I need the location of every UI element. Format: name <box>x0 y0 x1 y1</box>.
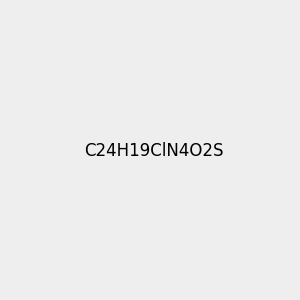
Text: C24H19ClN4O2S: C24H19ClN4O2S <box>84 142 224 160</box>
